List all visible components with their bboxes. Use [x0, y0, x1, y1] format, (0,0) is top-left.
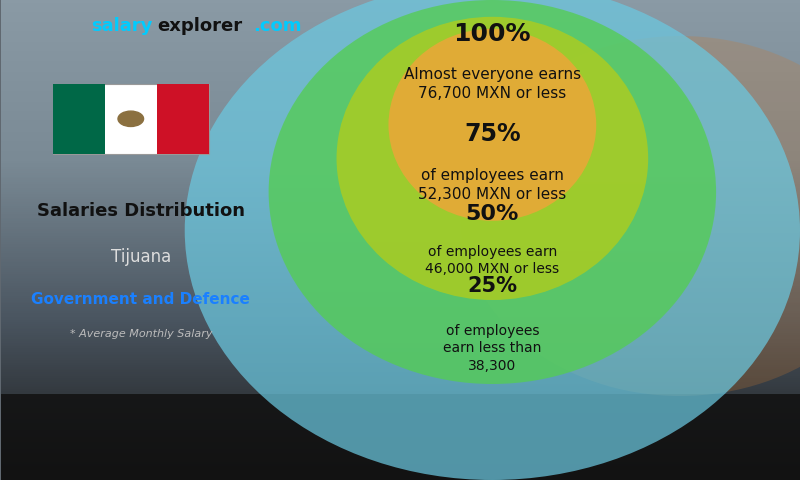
- Ellipse shape: [337, 17, 648, 300]
- Text: of employees
earn less than
38,300: of employees earn less than 38,300: [443, 324, 542, 372]
- Text: Almost everyone earns
76,700 MXN or less: Almost everyone earns 76,700 MXN or less: [404, 67, 581, 101]
- Text: * Average Monthly Salary: * Average Monthly Salary: [70, 329, 212, 338]
- Bar: [53, 84, 105, 154]
- Ellipse shape: [269, 0, 716, 384]
- Bar: [53, 84, 209, 154]
- Text: salary: salary: [91, 17, 153, 35]
- Bar: [157, 84, 209, 154]
- Ellipse shape: [460, 36, 800, 396]
- Text: of employees earn
46,000 MXN or less: of employees earn 46,000 MXN or less: [426, 245, 559, 276]
- Text: Tijuana: Tijuana: [110, 248, 171, 266]
- Text: 50%: 50%: [466, 204, 519, 224]
- Text: 75%: 75%: [464, 122, 521, 146]
- Text: Salaries Distribution: Salaries Distribution: [37, 202, 245, 220]
- Text: Government and Defence: Government and Defence: [31, 292, 250, 308]
- Text: .com: .com: [253, 17, 301, 35]
- Text: of employees earn
52,300 MXN or less: of employees earn 52,300 MXN or less: [418, 168, 566, 202]
- Ellipse shape: [389, 29, 596, 221]
- Circle shape: [118, 111, 143, 126]
- Text: 100%: 100%: [454, 22, 531, 46]
- Text: 25%: 25%: [467, 276, 518, 296]
- Ellipse shape: [185, 0, 800, 480]
- FancyBboxPatch shape: [1, 394, 800, 480]
- Text: explorer: explorer: [157, 17, 242, 35]
